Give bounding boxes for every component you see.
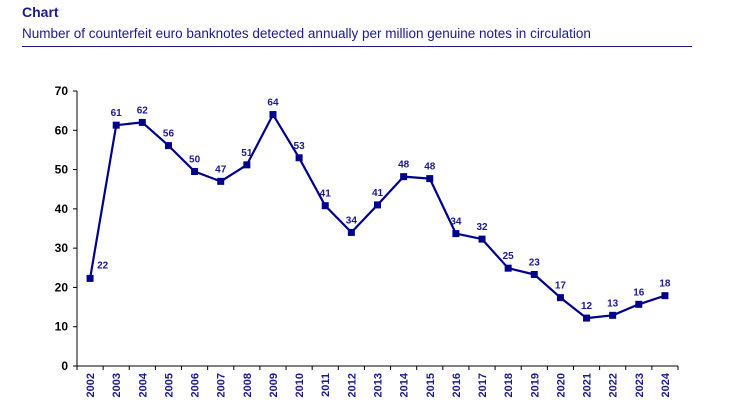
data-point <box>138 118 146 126</box>
data-point <box>269 111 277 119</box>
data-point <box>530 270 538 278</box>
data-label: 56 <box>163 129 175 140</box>
data-label: 50 <box>189 155 201 166</box>
y-tick-label: 0 <box>61 359 68 373</box>
data-label: 25 <box>503 251 515 262</box>
y-tick-label: 70 <box>55 84 69 98</box>
x-tick-label: 2024 <box>660 372 672 397</box>
x-tick-label: 2009 <box>268 373 280 397</box>
x-tick-label: 2008 <box>242 373 254 397</box>
data-label: 32 <box>476 222 488 233</box>
data-label: 64 <box>267 98 279 109</box>
data-point <box>164 142 172 150</box>
data-label: 13 <box>607 298 619 309</box>
data-point <box>295 154 303 162</box>
data-label: 23 <box>529 257 541 268</box>
x-tick-label: 2002 <box>85 373 97 397</box>
data-point <box>504 264 512 272</box>
y-tick-label: 40 <box>55 202 69 216</box>
data-point <box>583 314 591 322</box>
data-label: 41 <box>372 188 384 199</box>
data-point <box>400 173 408 181</box>
data-label: 48 <box>398 160 410 171</box>
data-point <box>191 168 199 176</box>
x-tick-label: 2013 <box>373 373 385 397</box>
data-label: 51 <box>241 148 253 159</box>
x-tick-label: 2006 <box>190 373 202 397</box>
data-point <box>609 311 617 319</box>
y-tick-label: 20 <box>55 280 69 294</box>
data-label: 17 <box>555 281 567 292</box>
data-point <box>86 274 94 282</box>
data-point <box>112 121 120 129</box>
data-label: 41 <box>320 189 332 200</box>
x-tick-label: 2012 <box>346 373 358 397</box>
data-point <box>661 292 669 300</box>
series: 22 61 62 56 50 47 51 64 53 41 34 41 48 48 34 32 25 23 17 12… <box>86 98 671 322</box>
y-tick-label: 50 <box>55 163 69 177</box>
data-label: 48 <box>424 162 436 173</box>
x-tick-label: 2018 <box>503 373 515 397</box>
y-axis: 0 10 20 30 40 50 60 70 <box>55 84 78 373</box>
data-point <box>635 300 643 308</box>
data-label: 34 <box>450 217 462 228</box>
header-divider <box>22 46 692 47</box>
data-point <box>321 202 329 210</box>
data-label: 18 <box>659 279 671 290</box>
y-tick-label: 30 <box>55 241 69 255</box>
data-label: 34 <box>346 215 358 226</box>
x-tick-label: 2004 <box>137 372 149 397</box>
data-point <box>347 228 355 236</box>
chart-header: Chart Number of counterfeit euro banknot… <box>22 4 692 43</box>
data-point <box>217 177 225 185</box>
chart-heading: Chart <box>22 4 59 20</box>
data-label: 61 <box>111 108 123 119</box>
data-label: 16 <box>633 287 645 298</box>
data-label: 53 <box>294 141 306 152</box>
x-tick-label: 2011 <box>320 373 332 397</box>
y-tick-label: 10 <box>55 320 69 334</box>
data-point <box>426 175 434 183</box>
x-tick-label: 2020 <box>555 373 567 397</box>
x-axis: 2002 2003 2004 2005 2006 2007 2008 2009 2010 2011… <box>76 365 679 397</box>
x-tick-label: 2022 <box>608 373 620 397</box>
x-tick-label: 2016 <box>451 373 463 397</box>
x-tick-label: 2010 <box>294 373 306 397</box>
x-tick-label: 2023 <box>634 373 646 397</box>
data-label: 47 <box>215 164 227 175</box>
data-point <box>374 201 381 209</box>
x-tick-label: 2015 <box>425 373 437 397</box>
data-label: 22 <box>97 260 109 271</box>
y-tick-label: 60 <box>55 123 69 137</box>
data-label: 12 <box>581 301 593 312</box>
x-tick-label: 2007 <box>216 373 228 397</box>
data-point <box>243 161 251 169</box>
x-tick-label: 2019 <box>529 373 541 397</box>
data-point <box>556 294 564 302</box>
data-label: 62 <box>137 105 149 116</box>
data-point <box>478 235 486 243</box>
x-tick-label: 2014 <box>399 372 411 397</box>
x-tick-label: 2017 <box>477 373 489 397</box>
x-tick-label: 2003 <box>111 373 123 397</box>
data-point <box>452 230 460 238</box>
x-tick-label: 2005 <box>163 373 175 397</box>
chart-subtitle: Number of counterfeit euro banknotes det… <box>22 26 591 41</box>
x-tick-label: 2021 <box>582 373 594 397</box>
series-line <box>89 113 666 320</box>
